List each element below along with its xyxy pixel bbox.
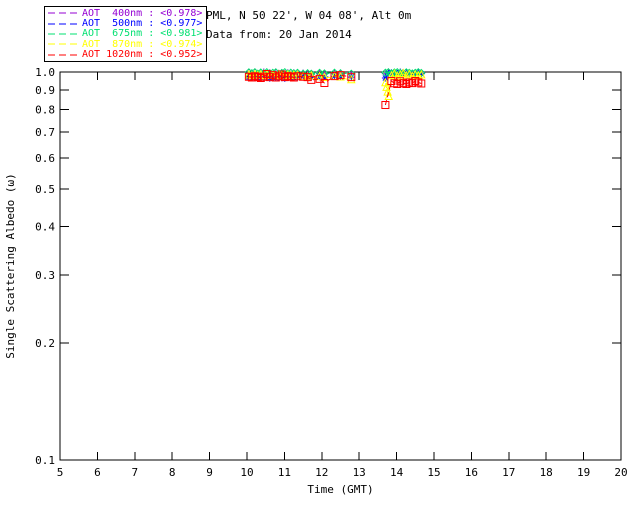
x-tick-label: 12 bbox=[315, 466, 328, 479]
legend-label: AOT 1020nm : <0.952> bbox=[82, 49, 203, 61]
legend-line-swatch bbox=[48, 43, 78, 45]
legend-item-aot-400nm: AOT 400nm : <0.978> bbox=[45, 7, 206, 19]
tick-marks bbox=[59, 71, 622, 461]
plot-title: PML, N 50 22', W 04 08', Alt 0m bbox=[206, 9, 412, 22]
x-tick-label: 13 bbox=[353, 466, 366, 479]
legend-label: AOT 500nm : <0.977> bbox=[82, 18, 203, 30]
x-tick-label: 20 bbox=[614, 466, 627, 479]
plot-subtitle: Data from: 20 Jan 2014 bbox=[206, 28, 352, 41]
x-tick-label: 7 bbox=[131, 466, 138, 479]
x-tick-label: 11 bbox=[278, 466, 291, 479]
series-aot-1020nm bbox=[244, 70, 426, 109]
legend-line-swatch bbox=[48, 33, 78, 35]
legend-label: AOT 400nm : <0.978> bbox=[82, 7, 203, 19]
x-tick-label: 14 bbox=[390, 466, 404, 479]
x-tick-label: 15 bbox=[427, 466, 440, 479]
x-tick-label: 16 bbox=[465, 466, 478, 479]
y-tick-label: 0.6 bbox=[35, 152, 55, 165]
y-tick-label: 0.9 bbox=[35, 84, 55, 97]
x-tick-label: 18 bbox=[540, 466, 553, 479]
x-tick-label: 9 bbox=[206, 466, 213, 479]
legend-item-aot-870nm: AOT 870nm : <0.974> bbox=[45, 38, 206, 50]
legend-item-aot-675nm: AOT 675nm : <0.981> bbox=[45, 28, 206, 40]
y-tick-label: 0.5 bbox=[35, 183, 55, 196]
x-tick-label: 17 bbox=[502, 466, 515, 479]
legend-label: AOT 675nm : <0.981> bbox=[82, 28, 203, 40]
x-tick-label: 19 bbox=[577, 466, 590, 479]
legend-label: AOT 870nm : <0.974> bbox=[82, 38, 203, 50]
legend-line-swatch bbox=[48, 12, 78, 14]
tick-labels: 5 6 7 8 9 10 11 12 13 14 15 16 17 18 19 20 1.0 0.9 0.8 0.7 0… bbox=[35, 66, 628, 479]
y-tick-label: 0.4 bbox=[35, 220, 55, 233]
y-tick-label: 0.7 bbox=[35, 126, 55, 139]
x-axis-label: Time (GMT) bbox=[307, 483, 373, 496]
series-markers-square bbox=[244, 70, 356, 87]
y-tick-label: 1.0 bbox=[35, 66, 55, 79]
y-tick-label: 0.8 bbox=[35, 104, 55, 117]
x-tick-label: 8 bbox=[169, 466, 176, 479]
x-tick-label: 5 bbox=[57, 466, 64, 479]
legend-item-aot-500nm: AOT 500nm : <0.977> bbox=[45, 18, 206, 30]
legend-line-swatch bbox=[48, 23, 78, 25]
y-axis-label: Single Scattering Albedo (ω) bbox=[4, 173, 17, 358]
series-markers-square bbox=[381, 77, 426, 109]
axes bbox=[59, 71, 622, 461]
x-tick-label: 6 bbox=[94, 466, 101, 479]
y-tick-label: 0.2 bbox=[35, 337, 55, 350]
legend-line-swatch bbox=[48, 54, 78, 56]
plot-header: PML, N 50 22', W 04 08', Alt 0m Data fro… bbox=[206, 6, 411, 44]
legend-box: AOT 400nm : <0.978> AOT 500nm : <0.977> AO… bbox=[44, 6, 207, 62]
plot-frame bbox=[59, 71, 622, 461]
y-tick-label: 0.1 bbox=[35, 454, 55, 467]
y-tick-label: 0.3 bbox=[35, 269, 55, 282]
x-tick-label: 10 bbox=[240, 466, 253, 479]
legend-item-aot-1020nm: AOT 1020nm : <0.952> bbox=[45, 49, 206, 61]
